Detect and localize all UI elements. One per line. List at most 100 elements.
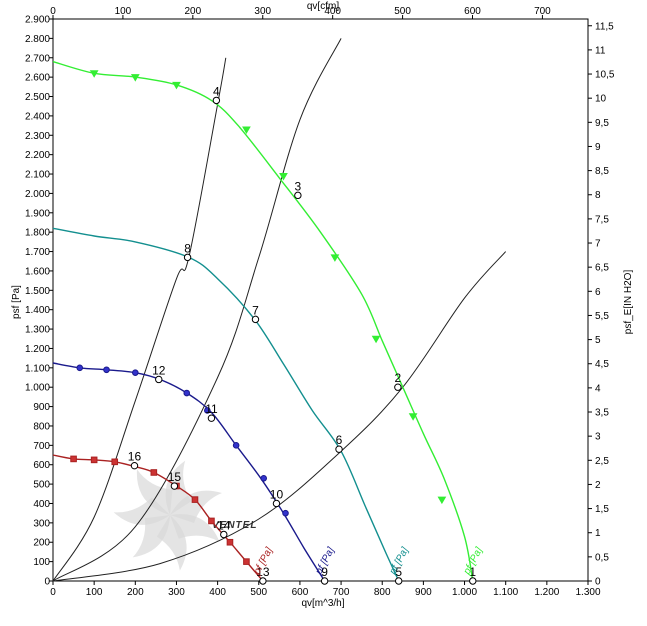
curve-marker — [204, 407, 211, 414]
y-left-tick-label: 2.100 — [25, 170, 50, 181]
fan-curve — [52, 60, 474, 582]
y-left-tick-label: 1.700 — [25, 247, 50, 258]
operating-point — [170, 482, 179, 490]
y-left-tick-label: 2.600 — [25, 73, 50, 84]
y-right-tick-label: 4 — [595, 383, 601, 394]
fan-curves — [52, 60, 474, 582]
operating-point-label: 15 — [168, 470, 182, 484]
operating-point — [155, 375, 163, 384]
y-left-tick-label: 2.300 — [25, 131, 50, 142]
x-bottom-tick-label: 400 — [209, 587, 226, 598]
y-left-tick-label: 2.900 — [25, 15, 50, 26]
operating-point-label: 9 — [321, 565, 328, 579]
operating-point-label: 5 — [395, 565, 402, 579]
y-right-tick-label: 2 — [595, 480, 601, 491]
x-bottom-tick-label: 1.300 — [575, 587, 600, 598]
y-left-tick-label: 600 — [33, 460, 50, 471]
operating-point — [259, 577, 267, 585]
curve-marker — [103, 366, 110, 374]
x-axis-top-ticks: 0 100 200 300 400 500 600 700 — [50, 6, 551, 19]
y-left-tick-label: 100 — [33, 557, 50, 568]
x-bottom-tick-label: 0 — [50, 587, 56, 598]
curve-tags: pf [Pa] pf [Pa] pf [Pa] pf [Pa] — [251, 546, 485, 578]
y-left-tick-label: 700 — [33, 441, 50, 452]
y-left-tick-label: 1.400 — [25, 305, 50, 316]
y-right-tick-label: 10 — [595, 94, 607, 105]
y-left-tick-label: 2.800 — [25, 34, 50, 45]
curve-marker — [90, 456, 98, 464]
x-bottom-tick-label: 1.000 — [452, 587, 477, 598]
y-left-tick-label: 2.700 — [25, 53, 50, 64]
operating-point-label: 4 — [213, 84, 220, 98]
x-bottom-tick-label: 700 — [333, 587, 350, 598]
system-curves — [52, 38, 507, 582]
watermark-blade — [136, 469, 173, 515]
x-axis-top-title: qv[cfm] — [307, 1, 339, 12]
operating-point-label: 11 — [205, 402, 218, 416]
y-right-tick-label: 9 — [595, 142, 601, 153]
x-top-tick-label: 100 — [115, 6, 132, 17]
watermark-text: VENTEL — [212, 520, 257, 531]
fan-curve — [52, 227, 400, 582]
x-bottom-tick-label: 200 — [127, 587, 144, 598]
watermark: VENTEL — [113, 460, 257, 571]
operating-point — [469, 577, 477, 585]
operating-point-label: 12 — [152, 363, 166, 377]
operating-point-label: 2 — [395, 371, 402, 385]
curve-marker — [191, 496, 199, 503]
x-bottom-tick-label: 1.200 — [534, 587, 559, 598]
operating-point — [130, 461, 139, 470]
y-right-tick-label: 11,5 — [595, 21, 614, 32]
x-bottom-tick-label: 500 — [250, 587, 267, 598]
operating-point-label: 13 — [256, 565, 270, 579]
y-left-tick-label: 900 — [33, 402, 50, 413]
y-right-tick-label: 4,5 — [595, 359, 609, 370]
curve-marker — [208, 517, 215, 525]
curve-tag-label: pf [Pa] — [387, 546, 411, 578]
x-top-tick-label: 500 — [394, 6, 411, 17]
fan-curve — [52, 362, 326, 582]
curve-marker — [437, 496, 447, 505]
watermark-blade — [132, 515, 170, 558]
curve-marker — [76, 364, 84, 372]
operating-point — [335, 445, 343, 453]
y-left-tick-label: 1.600 — [25, 266, 50, 277]
curve-marker — [89, 70, 99, 78]
curve-marker — [243, 558, 250, 565]
x-top-tick-label: 300 — [254, 6, 271, 17]
y-right-tick-label: 5,5 — [595, 311, 609, 322]
curve-tag-label: pf [Pa] — [461, 546, 485, 578]
operating-point — [320, 577, 329, 585]
curve-marker — [260, 474, 268, 482]
system-curve — [52, 57, 227, 582]
plot-border — [52, 18, 589, 582]
y-axis-left-ticks: 0 100 200 300 400 500 600 700 800 900 1.000 1.100 1.… — [25, 15, 53, 588]
plot-frame — [52, 18, 589, 582]
y-right-tick-label: 7,5 — [595, 214, 609, 225]
y-right-tick-label: 0,5 — [595, 552, 609, 563]
y-right-tick-label: 7 — [595, 239, 601, 250]
x-bottom-tick-label: 900 — [415, 587, 432, 598]
operating-point — [251, 315, 260, 324]
y-right-tick-label: 11 — [595, 45, 606, 56]
operating-point — [294, 191, 302, 200]
operating-point — [394, 577, 403, 585]
y-left-tick-label: 0 — [44, 577, 50, 588]
y-left-tick-label: 2.500 — [25, 92, 50, 103]
operating-point — [183, 253, 192, 262]
y-axis-right-ticks: 00,511,522,533,544,555,566,577,588,599,5… — [588, 21, 615, 588]
y-left-tick-label: 1.800 — [25, 228, 50, 239]
y-left-tick-label: 800 — [33, 421, 50, 432]
x-bottom-tick-label: 600 — [292, 587, 309, 598]
operating-point — [272, 499, 281, 508]
operating-point-label: 1 — [469, 565, 476, 579]
y-left-tick-label: 400 — [33, 499, 50, 510]
x-top-tick-label: 600 — [464, 6, 481, 17]
x-bottom-tick-label: 1.100 — [493, 587, 518, 598]
y-right-tick-label: 2,5 — [595, 456, 609, 467]
x-bottom-tick-label: 100 — [86, 587, 103, 598]
y-right-tick-label: 6,5 — [595, 263, 609, 274]
x-bottom-tick-label: 800 — [374, 587, 391, 598]
